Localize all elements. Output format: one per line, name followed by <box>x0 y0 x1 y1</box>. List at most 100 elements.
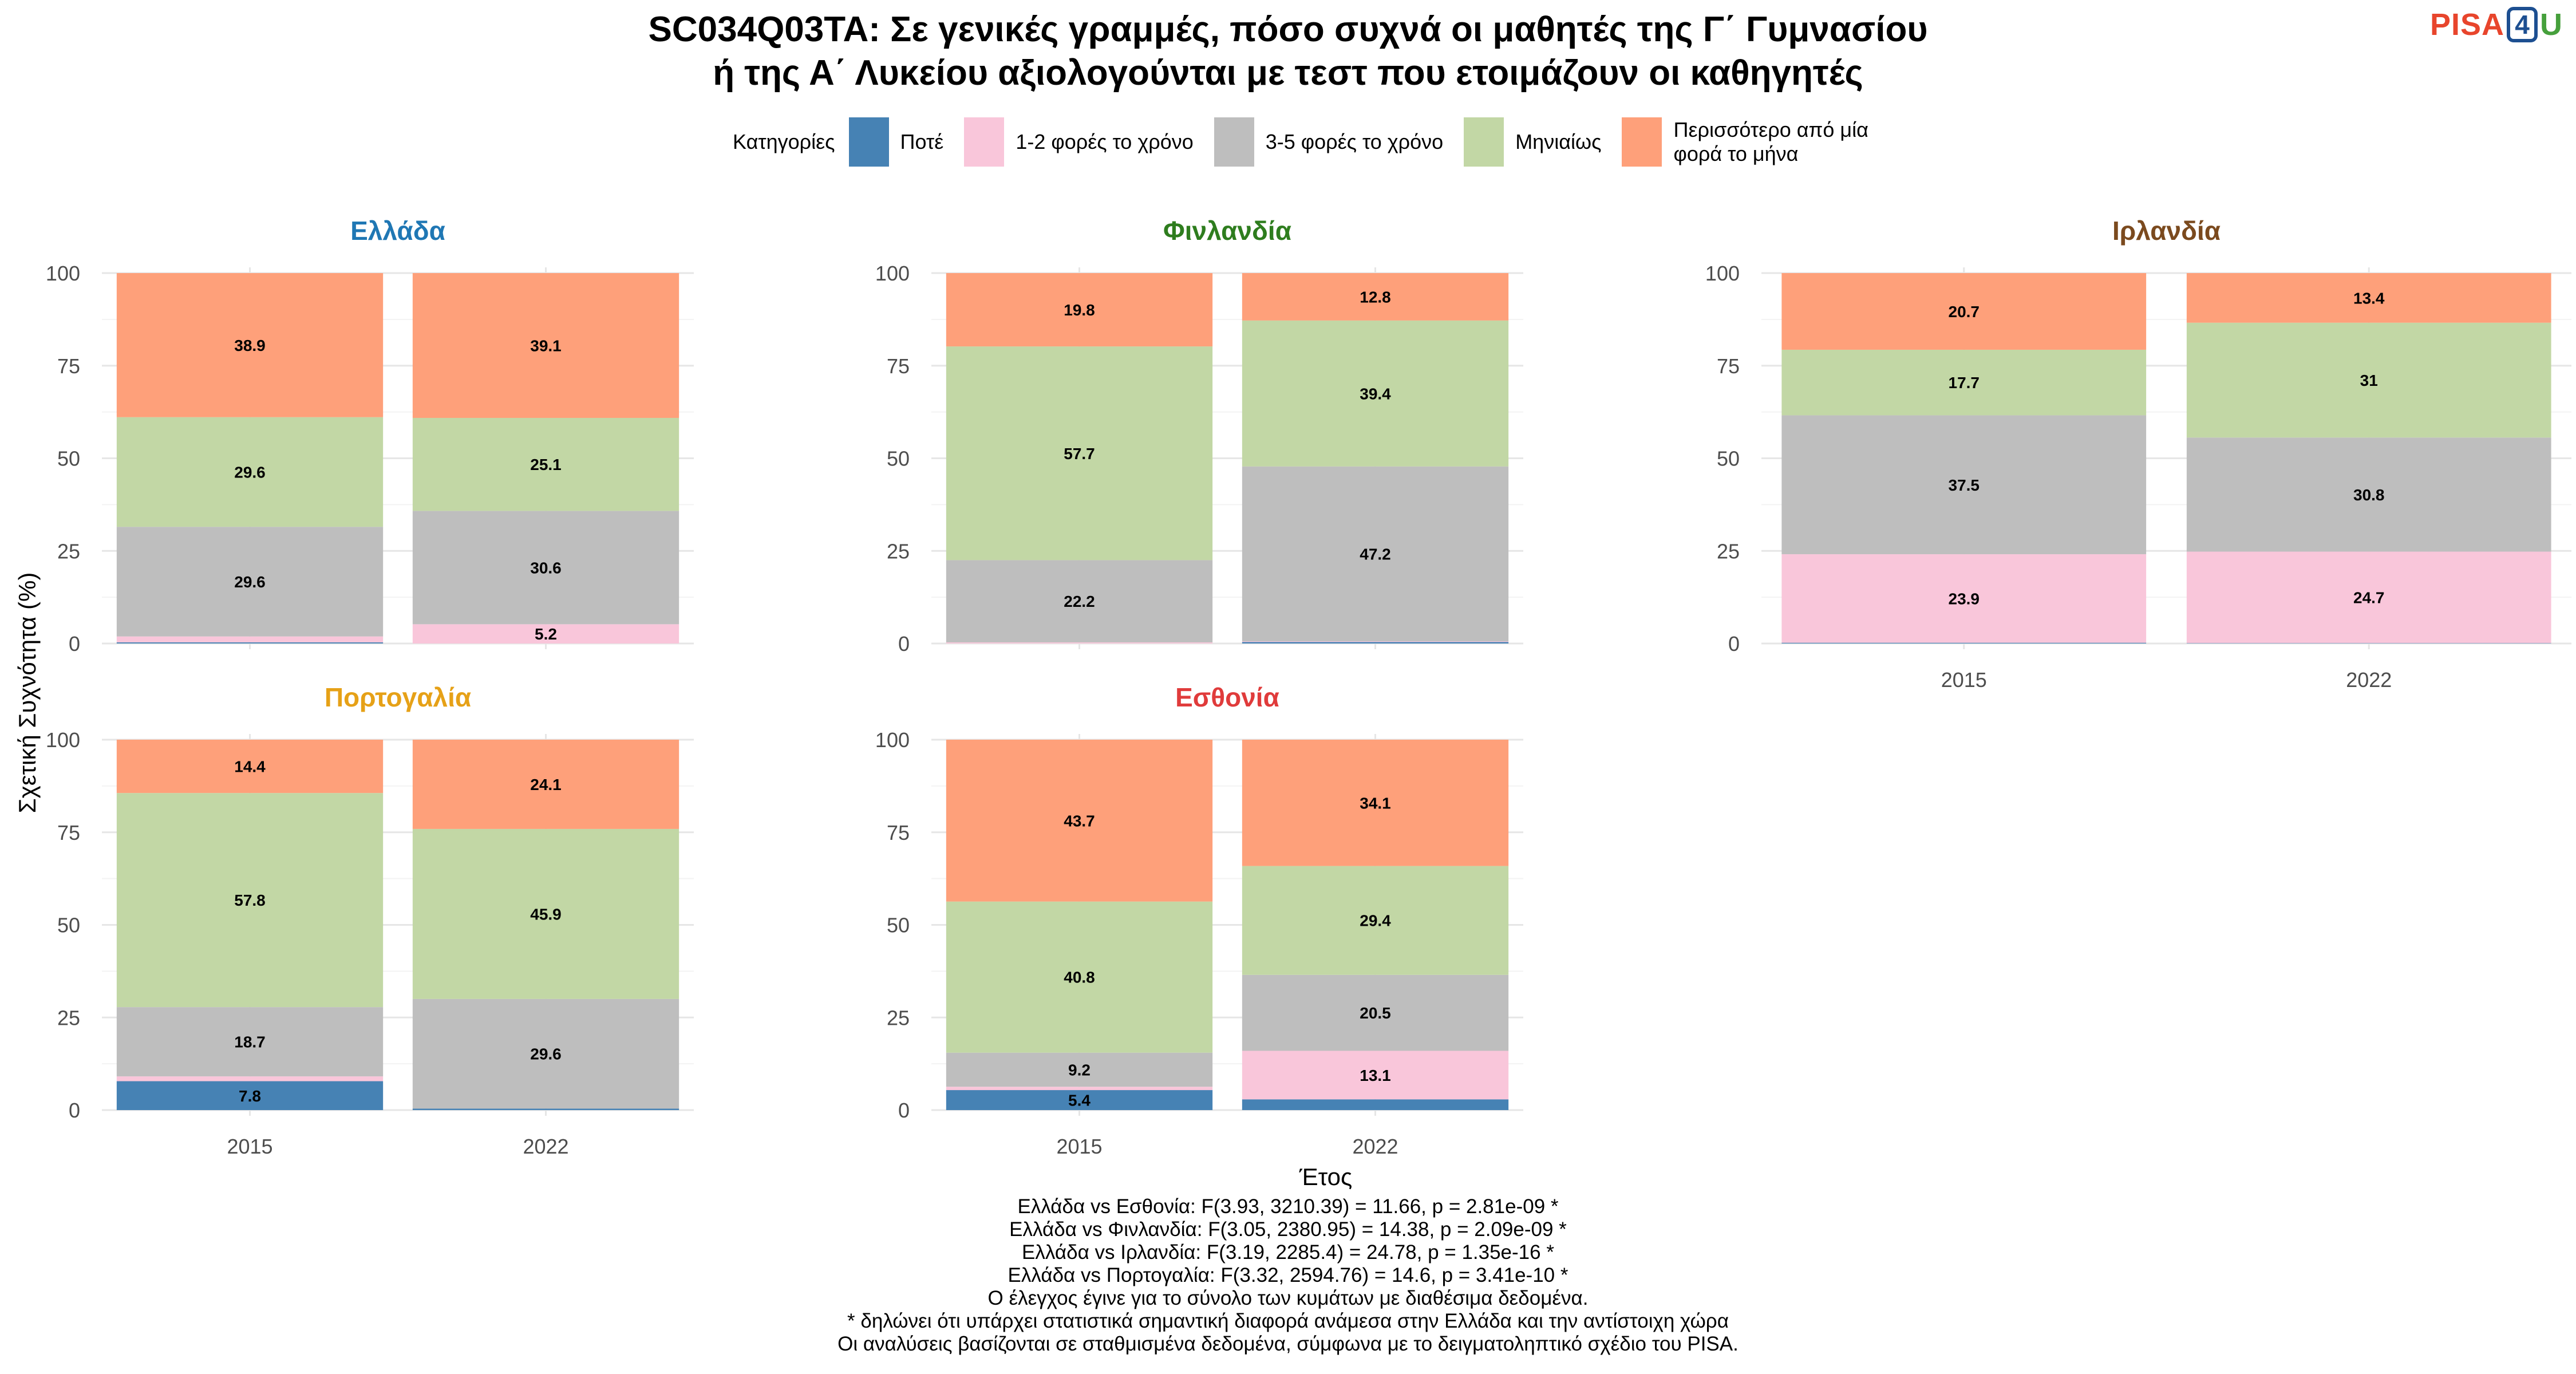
bar-segment-3-5-per-year <box>412 998 679 1109</box>
legend-label-1-2-per-year: 1-2 φορές το χρόνο <box>1016 130 1194 153</box>
y-tick-label: 100 <box>46 728 80 752</box>
bar-segment-more-than-monthly <box>2186 273 2551 323</box>
data-label: 57.8 <box>234 891 266 909</box>
bar-segment-3-5-per-year <box>1781 415 2147 555</box>
legend-title: Κατηγορίες <box>733 130 835 153</box>
y-tick-label: 25 <box>887 1006 910 1029</box>
bar-segment-3-5-per-year <box>946 1052 1213 1087</box>
bar-segment-monthly <box>116 417 384 527</box>
bar-segment-more-than-monthly <box>412 740 679 829</box>
x-tick-label: 2015 <box>227 1135 272 1158</box>
legend-swatch-more-than-monthly <box>1622 117 1662 167</box>
y-tick-label: 0 <box>69 632 80 656</box>
bar-segment-never <box>946 1090 1213 1110</box>
data-label: 43.7 <box>1064 812 1095 830</box>
y-tick-label: 25 <box>1717 539 1740 563</box>
y-tick-label: 25 <box>57 539 80 563</box>
y-tick-label: 75 <box>887 821 910 844</box>
data-label: 18.7 <box>234 1033 266 1051</box>
legend-item-1-2-per-year: 1-2 φορές το χρόνο <box>964 117 1194 167</box>
bar-segment-monthly <box>1242 320 1509 467</box>
pisa4u-logo: PISA 4 U <box>2430 7 2562 42</box>
y-tick-label: 75 <box>887 354 910 378</box>
data-label: 34.1 <box>1360 794 1391 812</box>
logo-text-four: 4 <box>2507 7 2538 42</box>
data-label: 13.4 <box>2353 289 2385 307</box>
y-tick-label: 50 <box>57 914 80 937</box>
y-tick-label: 25 <box>887 539 910 563</box>
data-label: 45.9 <box>530 905 562 923</box>
bar-segment-1-2-per-year <box>412 624 679 643</box>
x-tick-label: 2022 <box>523 1135 568 1158</box>
bar-segment-more-than-monthly <box>1242 740 1509 866</box>
data-label: 57.7 <box>1064 445 1095 463</box>
note-line: Οι αναλύσεις βασίζονται σε σταθμισμένα δ… <box>837 1333 1739 1355</box>
chart-title: SC034Q03TA: Σε γενικές γραμμές, πόσο συχ… <box>0 8 2576 95</box>
bar-segment-3-5-per-year <box>412 511 679 625</box>
y-tick-label: 50 <box>57 447 80 471</box>
data-label: 24.7 <box>2353 589 2385 606</box>
y-tick-label: 50 <box>1717 447 1740 471</box>
bar-segment-more-than-monthly <box>946 273 1213 347</box>
note-line: Ελλάδα vs Φινλανδία: F(3.05, 2380.95) = … <box>1009 1218 1567 1241</box>
bar-segment-more-than-monthly <box>412 273 679 418</box>
x-tick-label: 2015 <box>1056 1135 1102 1158</box>
y-tick-label: 75 <box>1717 354 1740 378</box>
legend: Κατηγορίες Ποτέ 1-2 φορές το χρόνο 3-5 φ… <box>733 114 1940 169</box>
faceted-stacked-bar-chart: Ελλάδα 0 25 50 75 100 29.6 29.6 38.9 5.2 30.6 25.1 3… <box>14 216 2571 1190</box>
y-tick-label: 0 <box>898 1099 910 1122</box>
data-label: 20.5 <box>1360 1004 1391 1022</box>
data-label: 39.4 <box>1360 385 1391 402</box>
bar-segment-1-2-per-year <box>1781 554 2147 643</box>
bar-segment-more-than-monthly <box>946 740 1213 902</box>
y-axis-title: Σχετική Συχνότητα (%) <box>14 572 41 814</box>
bar-segment-more-than-monthly <box>116 740 384 793</box>
note-line: * δηλώνει ότι υπάρχει στατιστικά σημαντι… <box>847 1310 1729 1332</box>
legend-label-more-than-monthly: Περισσότερο από μία φορά το μήνα <box>1673 118 1868 165</box>
data-label: 37.5 <box>1949 476 1980 494</box>
bar-segment-never <box>116 1081 384 1110</box>
x-tick-label: 2022 <box>2346 668 2392 692</box>
bar-segment-1-2-per-year <box>2186 551 2551 643</box>
data-label: 9.2 <box>1068 1061 1091 1079</box>
legend-item-3-5-per-year: 3-5 φορές το χρόνο <box>1214 117 1443 167</box>
y-tick-label: 75 <box>57 821 80 844</box>
x-tick-label: 2022 <box>1352 1135 1398 1158</box>
bar-segment-1-2-per-year <box>116 636 384 643</box>
bar-segment-monthly <box>1781 349 2147 416</box>
data-label: 25.1 <box>530 456 562 473</box>
data-label: 29.6 <box>530 1045 562 1063</box>
bar-segment-3-5-per-year <box>1242 974 1509 1051</box>
y-tick-label: 75 <box>57 354 80 378</box>
logo-text-pisa: PISA <box>2429 7 2504 42</box>
data-label: 5.4 <box>1068 1092 1091 1110</box>
data-label: 20.7 <box>1949 303 1980 321</box>
bar-segment-monthly <box>412 417 679 511</box>
legend-item-monthly: Μηνιαίως <box>1464 117 1601 167</box>
data-label: 31 <box>2360 372 2378 389</box>
legend-swatch-monthly <box>1464 117 1504 167</box>
bar-segment-3-5-per-year <box>116 1007 384 1077</box>
data-label: 14.4 <box>234 758 266 776</box>
x-tick-label: 2015 <box>1941 668 1987 692</box>
legend-label-monthly: Μηνιαίως <box>1515 130 1602 153</box>
bar-segment-1-2-per-year <box>116 1076 384 1081</box>
data-label: 47.2 <box>1360 545 1391 563</box>
y-tick-label: 50 <box>887 914 910 937</box>
legend-item-more-than-monthly: Περισσότερο από μία φορά το μήνα <box>1622 117 1919 167</box>
bar-segment-3-5-per-year <box>946 560 1213 643</box>
data-label: 24.1 <box>530 776 562 793</box>
bar-segment-3-5-per-year <box>2186 437 2551 552</box>
bar-segment-1-2-per-year <box>946 1087 1213 1091</box>
data-label: 30.6 <box>530 559 562 577</box>
data-label: 30.8 <box>2353 486 2385 504</box>
data-label: 29.6 <box>234 463 266 481</box>
data-label: 5.2 <box>535 625 557 643</box>
bar-segment-more-than-monthly <box>116 273 384 417</box>
y-tick-label: 0 <box>69 1099 80 1122</box>
bar-segment-never <box>1242 642 1509 643</box>
y-tick-label: 100 <box>875 728 910 752</box>
data-label: 17.7 <box>1949 374 1980 392</box>
bar-segment-more-than-monthly <box>1781 273 2147 350</box>
legend-swatch-1-2-per-year <box>964 117 1005 167</box>
